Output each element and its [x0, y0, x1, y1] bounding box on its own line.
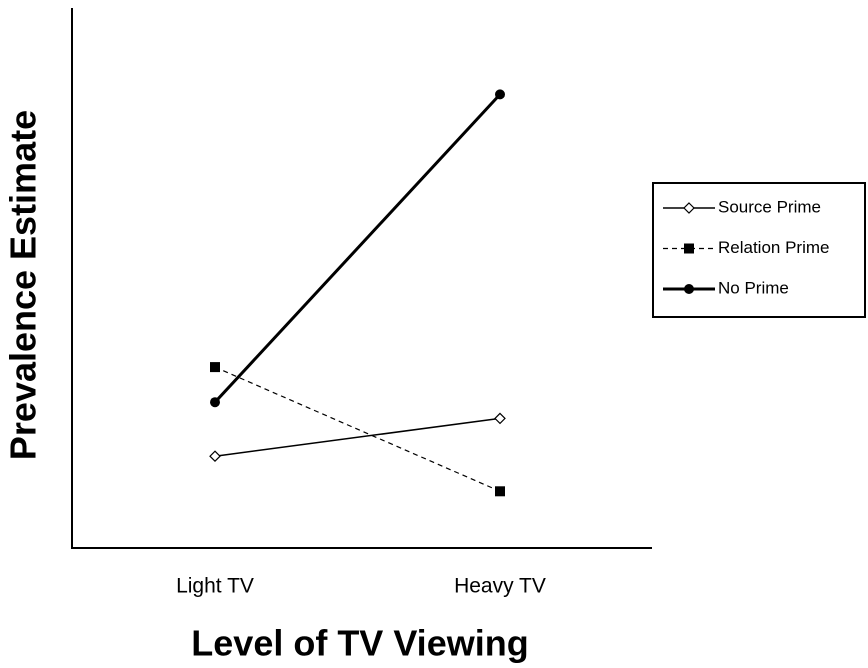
marker — [210, 362, 220, 373]
marker — [495, 89, 505, 100]
legend-label: No Prime — [718, 278, 789, 297]
marker — [684, 284, 694, 294]
x-tick-label: Light TV — [176, 575, 254, 598]
series-line — [214, 366, 501, 492]
marker — [210, 397, 220, 408]
y-axis-title: Prevalence Estimate — [3, 110, 44, 460]
marker — [209, 450, 221, 463]
marker — [494, 412, 506, 425]
x-tick-label: Heavy TV — [454, 575, 546, 598]
legend-label: Relation Prime — [718, 238, 830, 257]
series-line — [214, 417, 501, 457]
x-axis-title: Level of TV Viewing — [191, 623, 528, 664]
series-line — [213, 93, 502, 404]
marker — [495, 486, 505, 497]
marker — [683, 202, 695, 214]
marker — [684, 243, 694, 254]
legend-label: Source Prime — [718, 197, 821, 216]
